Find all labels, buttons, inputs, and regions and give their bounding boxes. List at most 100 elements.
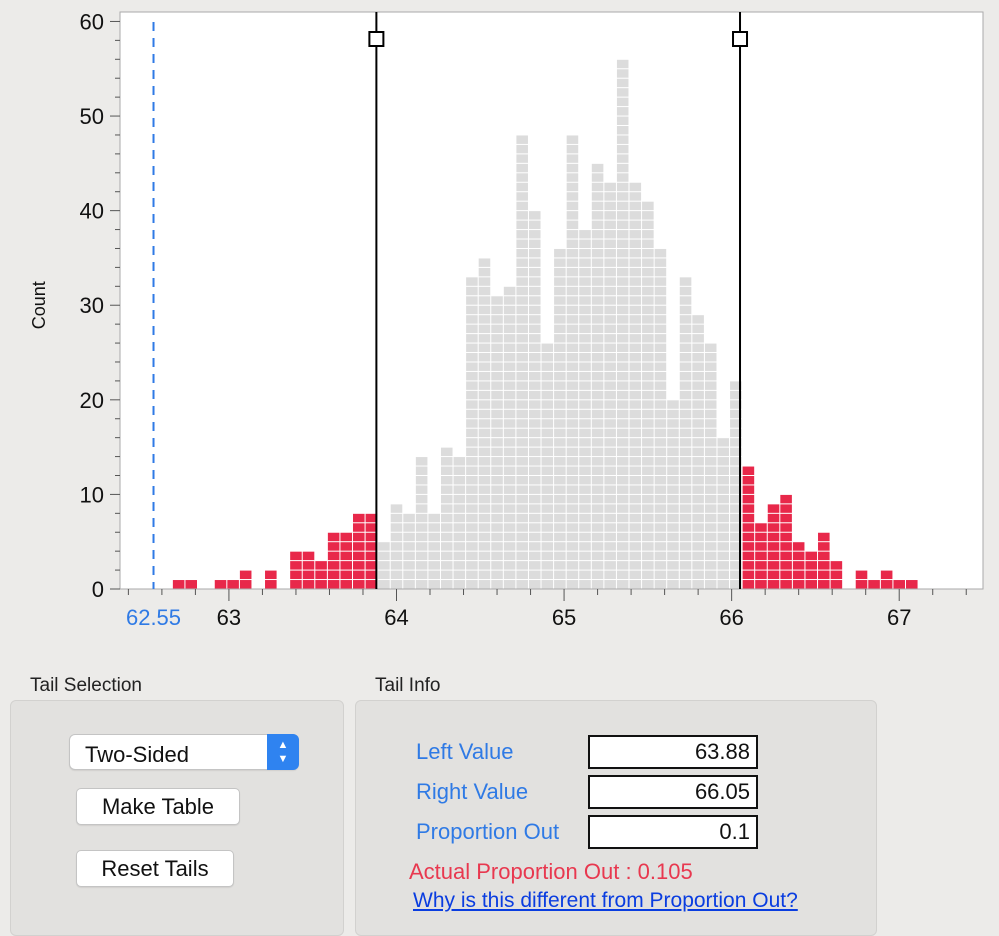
bar-cell xyxy=(704,343,717,353)
bar-cell xyxy=(365,580,378,589)
bar-cell xyxy=(629,286,642,296)
bar-cell xyxy=(403,513,415,523)
bar-cell xyxy=(516,580,528,589)
bar-cell xyxy=(780,532,792,542)
why-different-link[interactable]: Why is this different from Proportion Ou… xyxy=(413,889,798,912)
bar-cell xyxy=(516,362,528,371)
bar-cell xyxy=(616,258,629,267)
bar-cell xyxy=(566,466,579,475)
bar-cell xyxy=(516,239,528,248)
right-value-label: Right Value xyxy=(416,779,529,804)
bar-cell xyxy=(604,523,616,532)
bar-cell xyxy=(491,428,503,438)
bar-cell xyxy=(616,334,629,343)
y-tick-label: 50 xyxy=(80,104,104,129)
bar-cell xyxy=(579,523,591,532)
bar-cell xyxy=(642,362,654,371)
bar-cell xyxy=(591,173,604,182)
bar-cell xyxy=(730,485,742,494)
bar-cell xyxy=(667,580,679,589)
bar-cell xyxy=(478,561,491,570)
bar-cell xyxy=(541,419,554,428)
bar-cell xyxy=(516,409,528,419)
reset-tails-button[interactable]: Reset Tails xyxy=(76,850,234,887)
bar-cell xyxy=(528,400,541,409)
bar-cell xyxy=(516,154,528,163)
left-value-field[interactable]: 63.88 xyxy=(588,735,758,769)
bar-cell xyxy=(704,419,717,428)
bar-cell xyxy=(566,551,579,561)
bar-cell xyxy=(466,561,478,570)
histogram-bar xyxy=(403,513,415,589)
bar-cell xyxy=(717,580,730,589)
bar-cell xyxy=(742,485,755,494)
bar-cell xyxy=(616,400,629,409)
bar-cell xyxy=(579,532,591,542)
bar-cell xyxy=(554,390,566,400)
bar-cell xyxy=(604,239,616,248)
bar-cell xyxy=(616,267,629,277)
bar-cell xyxy=(629,182,642,192)
bar-cell xyxy=(554,353,566,362)
bar-cell xyxy=(466,494,478,504)
right-tail-handle[interactable] xyxy=(732,31,749,47)
left-tail-handle[interactable] xyxy=(368,31,385,47)
tail-type-dropdown[interactable]: Two-Sided ▲ ▼ xyxy=(69,734,299,770)
bar-cell xyxy=(378,580,390,589)
bar-cell xyxy=(566,409,579,419)
bar-cell xyxy=(692,381,704,390)
bar-cell xyxy=(503,570,516,580)
proportion-out-field[interactable]: 0.1 xyxy=(588,815,758,849)
bar-cell xyxy=(554,542,566,551)
bar-cell xyxy=(654,267,667,277)
bar-cell xyxy=(503,371,516,381)
bar-cell xyxy=(629,457,642,466)
bar-cell xyxy=(717,561,730,570)
bar-cell xyxy=(491,419,503,428)
bar-cell xyxy=(679,315,692,324)
bar-cell xyxy=(642,570,654,580)
bar-cell xyxy=(717,457,730,466)
bar-cell xyxy=(528,428,541,438)
histogram-bar xyxy=(466,277,478,589)
bar-cell xyxy=(340,580,353,589)
bar-cell xyxy=(566,230,579,239)
right-value-field[interactable]: 66.05 xyxy=(588,775,758,809)
bar-cell xyxy=(604,504,616,513)
proportion-out-label: Proportion Out xyxy=(416,819,560,844)
bar-cell xyxy=(390,542,403,551)
bar-cell xyxy=(566,447,579,457)
bar-cell xyxy=(642,532,654,542)
left-value-label: Left Value xyxy=(416,739,514,764)
bar-cell xyxy=(579,324,591,334)
bar-cell xyxy=(704,561,717,570)
bar-cell xyxy=(604,277,616,286)
histogram-bar xyxy=(440,447,453,589)
bar-cell xyxy=(491,371,503,381)
bar-cell xyxy=(428,532,440,542)
bar-cell xyxy=(654,466,667,475)
bar-cell xyxy=(528,258,541,267)
bar-cell xyxy=(591,494,604,504)
bar-cell xyxy=(302,551,315,561)
make-table-button[interactable]: Make Table xyxy=(76,788,240,825)
bar-cell xyxy=(554,504,566,513)
bar-cell xyxy=(629,371,642,381)
bar-cell xyxy=(616,126,629,135)
bar-cell xyxy=(654,570,667,580)
bar-cell xyxy=(541,447,554,457)
bar-cell xyxy=(516,201,528,211)
bar-cell xyxy=(516,248,528,258)
bar-cell xyxy=(466,324,478,334)
bar-cell xyxy=(591,466,604,475)
bar-cell xyxy=(616,305,629,315)
bar-cell xyxy=(679,447,692,457)
bar-cell xyxy=(415,570,428,580)
bar-cell xyxy=(679,561,692,570)
bar-cell xyxy=(767,561,780,570)
bar-cell xyxy=(616,248,629,258)
bar-cell xyxy=(516,286,528,296)
bar-cell xyxy=(654,447,667,457)
bar-cell xyxy=(642,466,654,475)
bar-cell xyxy=(616,475,629,485)
